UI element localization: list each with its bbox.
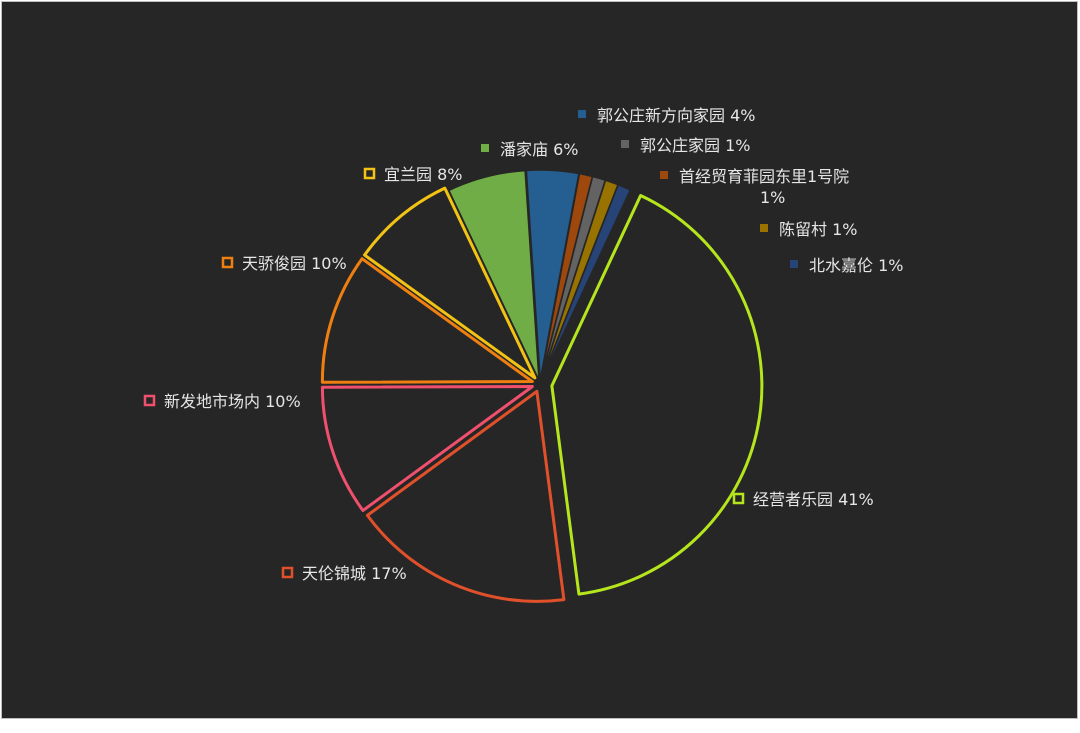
pie-slice-6 [448,169,540,381]
data-label-9: 郭公庄家园 1% [640,136,750,155]
legend-marker-5 [363,167,376,180]
data-label-8: 首经贸育菲园东里1号院 1% [679,167,849,207]
data-label-3: 新发地市场内 10% [164,392,301,411]
pie-chart: 经营者乐园 41% 天伦锦城 17% 新发地市场内 10% 天骄俊园 10% 宜兰园 8… [143,106,903,603]
data-label-2: 天伦锦城 17% [302,564,407,583]
pie-slice-2 [365,389,566,603]
data-label-5: 宜兰园 8% [384,165,462,184]
legend-marker-4 [221,256,234,269]
pie-slice-1 [550,194,764,596]
legend-marker-6 [481,144,489,152]
legend-marker-8 [660,171,668,179]
chart-area: 经营者乐园 41% 天伦锦城 17% 新发地市场内 10% 天骄俊园 10% 宜兰园 8… [1,1,1078,719]
pie-slice-5 [363,186,537,380]
pie-slice-11 [540,184,632,382]
legend-marker-2 [281,566,294,579]
data-label-4: 天骄俊园 10% [242,254,347,273]
data-label-6: 潘家庙 6% [500,140,578,159]
pie-slice-4 [320,257,534,384]
data-label-7: 郭公庄新方向家园 4% [597,106,755,125]
legend-marker-7 [578,110,586,118]
legend-marker-10 [760,224,768,232]
data-label-11: 北水嘉伦 1% [809,256,903,275]
legend-marker-11 [790,260,798,268]
legend-marker-9 [621,140,629,148]
legend-marker-1 [732,492,745,505]
legend-marker-3 [143,394,156,407]
pie-slice-3 [320,384,534,513]
data-label-1: 经营者乐园 41% [753,490,874,509]
data-label-10: 陈留村 1% [779,220,857,239]
